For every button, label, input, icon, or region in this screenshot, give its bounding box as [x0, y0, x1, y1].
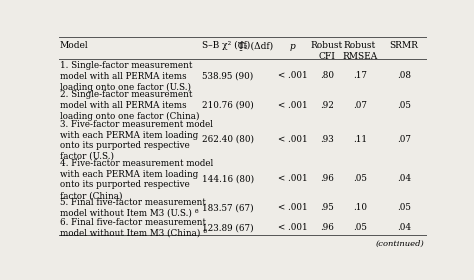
Text: 123.89 (67): 123.89 (67)	[202, 223, 254, 232]
Text: 6. Final five-factor measurement
model without Item M3 (China) ª: 6. Final five-factor measurement model w…	[60, 218, 207, 237]
Text: .10: .10	[353, 204, 367, 213]
Text: .92: .92	[320, 101, 334, 109]
Text: SRMR: SRMR	[389, 41, 418, 50]
Text: 4. Five-factor measurement model
with each PERMA item loading
onto its purported: 4. Five-factor measurement model with ea…	[60, 159, 213, 200]
Text: 538.95 (90): 538.95 (90)	[202, 71, 253, 80]
Text: 262.40 (80): 262.40 (80)	[202, 135, 254, 144]
Text: .05: .05	[397, 101, 411, 109]
Text: Robust: Robust	[310, 41, 343, 50]
Text: .95: .95	[320, 204, 334, 213]
Text: .11: .11	[353, 135, 367, 144]
Text: S–B χ² (df): S–B χ² (df)	[202, 41, 250, 50]
Text: .05: .05	[353, 223, 367, 232]
Text: Robust: Robust	[344, 41, 376, 50]
Text: < .001: < .001	[278, 135, 307, 144]
Text: .04: .04	[397, 174, 411, 183]
Text: .17: .17	[353, 71, 367, 80]
Text: 183.57 (67): 183.57 (67)	[202, 204, 254, 213]
Text: .07: .07	[353, 101, 367, 109]
Text: 1. Single-factor measurement
model with all PERMA items
loading onto one factor : 1. Single-factor measurement model with …	[60, 61, 192, 92]
Text: .93: .93	[320, 135, 334, 144]
Text: 3. Five-factor measurement model
with each PERMA item loading
onto its purported: 3. Five-factor measurement model with ea…	[60, 120, 213, 161]
Text: .08: .08	[397, 71, 411, 80]
Text: 5. Final five-factor measurement
model without Item M3 (U.S.) ª: 5. Final five-factor measurement model w…	[60, 198, 206, 218]
Text: < .001: < .001	[278, 71, 307, 80]
Text: .96: .96	[320, 174, 334, 183]
Text: < .001: < .001	[278, 204, 307, 213]
Text: .04: .04	[397, 223, 411, 232]
Text: .96: .96	[320, 223, 334, 232]
Text: < .001: < .001	[278, 101, 307, 109]
Text: .05: .05	[397, 204, 411, 213]
Text: p: p	[290, 42, 295, 51]
Text: Model: Model	[60, 41, 89, 50]
Text: .05: .05	[353, 174, 367, 183]
Text: CFI: CFI	[318, 52, 335, 61]
Text: .07: .07	[397, 135, 411, 144]
Text: < .001: < .001	[278, 174, 307, 183]
Text: (continued): (continued)	[376, 240, 425, 248]
Text: RMSEA: RMSEA	[342, 52, 377, 61]
Text: Ṯ₂ (Δdf): Ṯ₂ (Δdf)	[238, 41, 273, 50]
Text: .80: .80	[319, 71, 334, 80]
Text: 210.76 (90): 210.76 (90)	[202, 101, 254, 109]
Text: < .001: < .001	[278, 223, 307, 232]
Text: 2. Single-factor measurement
model with all PERMA items
loading onto one factor : 2. Single-factor measurement model with …	[60, 90, 200, 121]
Text: 144.16 (80): 144.16 (80)	[202, 174, 254, 183]
